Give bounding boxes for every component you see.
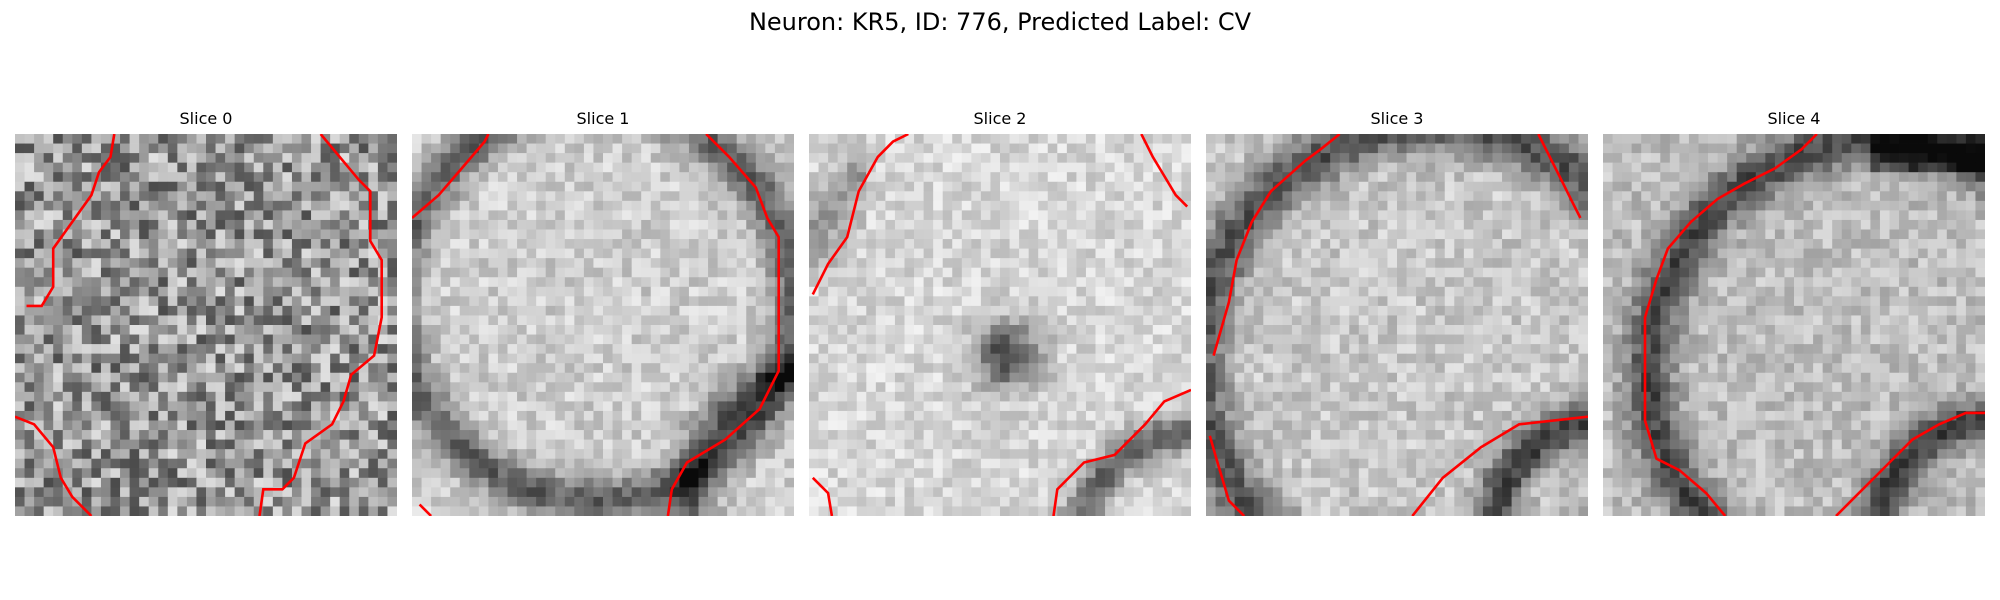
slice-panel-0: Slice 0 [15, 108, 397, 516]
contour-line [1835, 411, 1985, 516]
contour-line [1212, 134, 1341, 356]
contour-line [258, 134, 384, 516]
contour-line [1208, 435, 1246, 516]
slice-title-2: Slice 2 [973, 109, 1027, 128]
figure-title: Neuron: KR5, ID: 776, Predicted Label: C… [748, 8, 1252, 36]
slice-panel-4: Slice 4 [1603, 108, 1985, 516]
contour-line [412, 134, 490, 219]
contour-line [666, 134, 781, 516]
slice-image-0 [15, 134, 397, 516]
slice-title-3: Slice 3 [1370, 109, 1424, 128]
contour-line [811, 134, 909, 295]
slice-panel-3: Slice 3 [1206, 108, 1588, 516]
slice-image-3 [1206, 134, 1588, 516]
contour-line [1411, 415, 1588, 516]
contour-line [26, 134, 116, 308]
slice-panel-2: Slice 2 [809, 108, 1191, 516]
slice-title-0: Slice 0 [179, 109, 233, 128]
contour-line [1052, 388, 1191, 516]
contour-line [811, 476, 834, 516]
slice-panel-1: Slice 1 [412, 108, 794, 516]
contour-line [15, 415, 93, 516]
contour-line [1643, 134, 1818, 516]
slice-title-1: Slice 1 [576, 109, 630, 128]
slice-image-2 [809, 134, 1191, 516]
contour-line [1140, 134, 1189, 208]
slice-image-4 [1603, 134, 1985, 516]
contour-line [1537, 134, 1582, 219]
contour-line [418, 503, 433, 516]
slice-title-4: Slice 4 [1767, 109, 1821, 128]
slice-image-1 [412, 134, 794, 516]
